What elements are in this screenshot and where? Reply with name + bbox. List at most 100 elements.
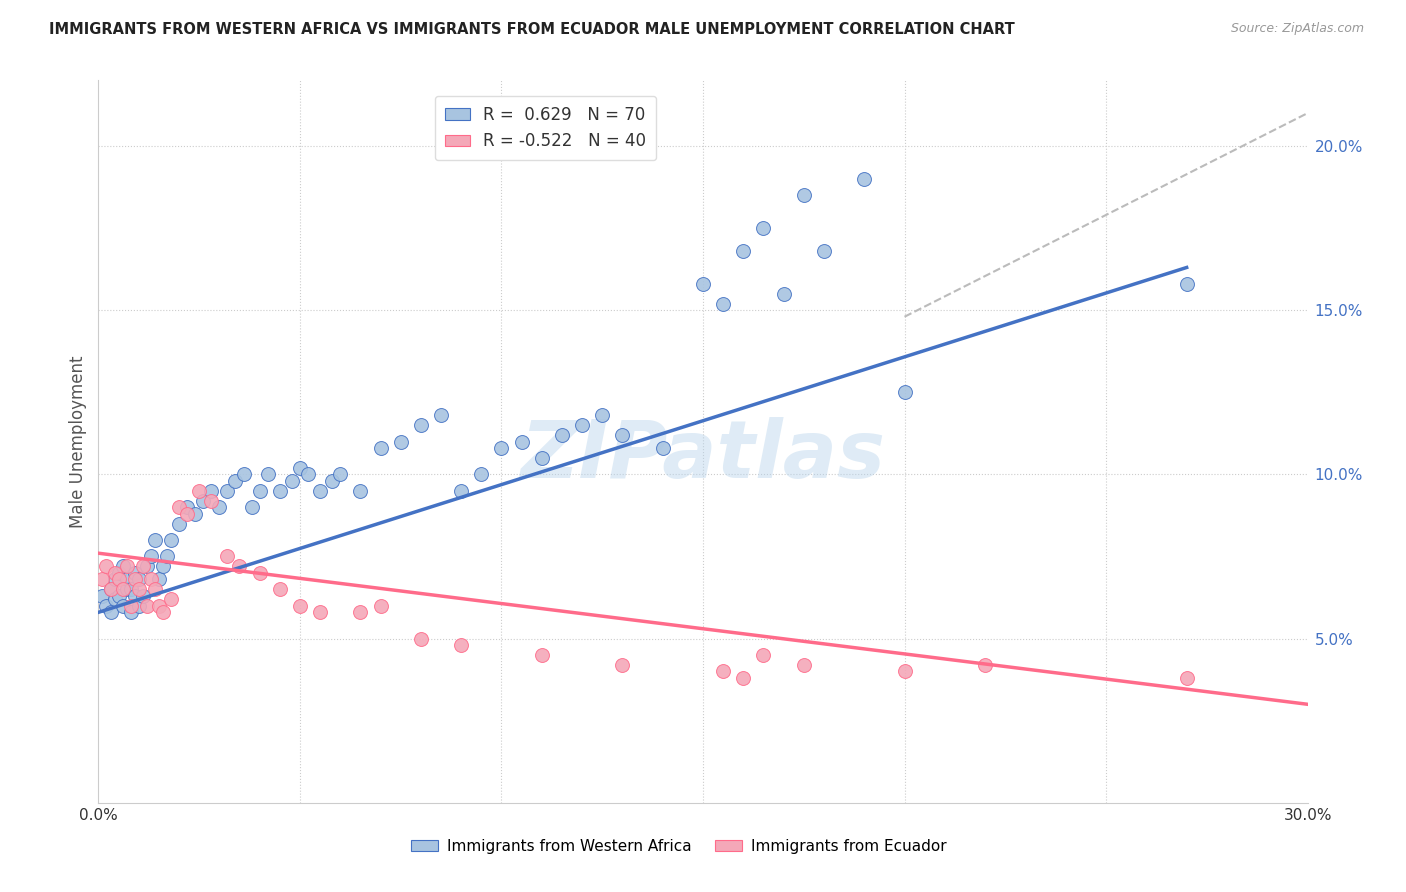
Point <box>120 582 142 597</box>
Point <box>711 665 734 679</box>
Point <box>297 467 319 482</box>
Point <box>752 221 775 235</box>
Point <box>551 428 574 442</box>
Point <box>188 483 211 498</box>
Point <box>269 582 291 597</box>
Legend: Immigrants from Western Africa, Immigrants from Ecuador: Immigrants from Western Africa, Immigran… <box>405 833 953 860</box>
Point <box>491 441 513 455</box>
Point <box>288 460 311 475</box>
Point <box>156 549 179 564</box>
Point <box>135 559 157 574</box>
Point <box>100 582 122 597</box>
Point <box>470 467 492 482</box>
Y-axis label: Male Unemployment: Male Unemployment <box>69 355 87 528</box>
Point <box>160 592 183 607</box>
Point <box>100 582 122 597</box>
Point <box>711 296 734 310</box>
Text: IMMIGRANTS FROM WESTERN AFRICA VS IMMIGRANTS FROM ECUADOR MALE UNEMPLOYMENT CORR: IMMIGRANTS FROM WESTERN AFRICA VS IMMIGR… <box>49 22 1015 37</box>
Point <box>128 573 150 587</box>
Point <box>228 559 250 574</box>
Point <box>152 559 174 574</box>
Point <box>120 599 142 613</box>
Point <box>349 483 371 498</box>
Point <box>612 428 634 442</box>
Point <box>111 599 134 613</box>
Point <box>167 500 190 515</box>
Point <box>309 605 332 619</box>
Point <box>143 533 166 547</box>
Point <box>309 483 332 498</box>
Point <box>510 434 533 449</box>
Point <box>96 599 118 613</box>
Point <box>115 582 138 597</box>
Point <box>107 566 129 580</box>
Point <box>450 638 472 652</box>
Point <box>974 657 997 672</box>
Point <box>530 648 553 662</box>
Point <box>249 566 271 580</box>
Point <box>91 589 114 603</box>
Point <box>232 467 254 482</box>
Point <box>103 566 125 580</box>
Text: ZIPatlas: ZIPatlas <box>520 417 886 495</box>
Point <box>124 589 146 603</box>
Point <box>813 244 835 258</box>
Point <box>430 409 453 423</box>
Point <box>591 409 613 423</box>
Point <box>793 657 815 672</box>
Point <box>240 500 263 515</box>
Point <box>111 582 134 597</box>
Point <box>184 507 207 521</box>
Point <box>893 385 915 400</box>
Point <box>772 286 794 301</box>
Point <box>409 418 432 433</box>
Point <box>176 500 198 515</box>
Point <box>176 507 198 521</box>
Point <box>128 582 150 597</box>
Point <box>124 566 146 580</box>
Point <box>733 244 755 258</box>
Point <box>612 657 634 672</box>
Point <box>853 171 876 186</box>
Point <box>167 516 190 531</box>
Point <box>349 605 371 619</box>
Point <box>107 573 129 587</box>
Point <box>692 277 714 291</box>
Point <box>115 573 138 587</box>
Point <box>148 599 170 613</box>
Point <box>256 467 278 482</box>
Point <box>1175 277 1198 291</box>
Point <box>124 573 146 587</box>
Point <box>135 599 157 613</box>
Point <box>100 605 122 619</box>
Point <box>143 582 166 597</box>
Point <box>148 573 170 587</box>
Point <box>321 474 343 488</box>
Point <box>651 441 673 455</box>
Point <box>370 599 392 613</box>
Point <box>450 483 472 498</box>
Point <box>96 559 118 574</box>
Point <box>103 573 125 587</box>
Point <box>893 665 915 679</box>
Point <box>132 559 155 574</box>
Point <box>752 648 775 662</box>
Text: Source: ZipAtlas.com: Source: ZipAtlas.com <box>1230 22 1364 36</box>
Point <box>329 467 352 482</box>
Point <box>249 483 271 498</box>
Point <box>269 483 291 498</box>
Point <box>389 434 412 449</box>
Point <box>139 573 162 587</box>
Point <box>793 188 815 202</box>
Point <box>193 493 215 508</box>
Point <box>115 559 138 574</box>
Point <box>103 592 125 607</box>
Point <box>132 589 155 603</box>
Point <box>409 632 432 646</box>
Point <box>281 474 304 488</box>
Point <box>91 573 114 587</box>
Point <box>288 599 311 613</box>
Point <box>733 671 755 685</box>
Point <box>128 599 150 613</box>
Point <box>370 441 392 455</box>
